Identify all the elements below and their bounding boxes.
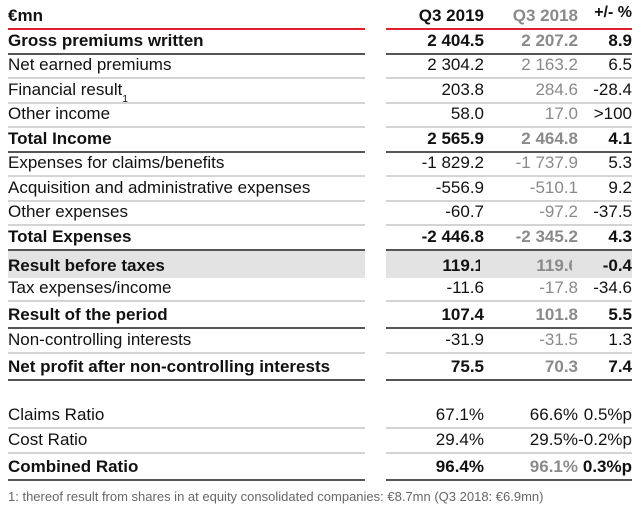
row-label: Non-controlling interests [8,329,365,354]
table-row-highlighted: Result before taxes 119.1 119.6 -0.4 [8,250,632,278]
unit-label: €mn [8,0,365,30]
value-change: -0.4 [572,250,632,278]
value-current: 119.1 [386,250,484,278]
col-header-q3-2018: Q3 2018 [480,0,578,30]
value-current: -556.9 [386,177,484,202]
ratio-prior: 66.6% [480,405,578,429]
value-prior: -31.5 [480,329,578,354]
value-prior: -510.1 [480,177,578,202]
value-current: 2 565.9 [386,128,484,153]
row-label: Other expenses [8,202,365,226]
table-row: Other expenses -60.7 -97.2 -37.5 [8,202,632,226]
table-header: €mn Q3 2019 Q3 2018 +/- % [8,0,632,30]
value-change: 4.3 [572,226,632,251]
spacer [8,381,632,405]
table-row: Other income 58.0 17.0 >100 [8,104,632,128]
row-label: Other income [8,104,365,128]
table-row: Result of the period 107.4 101.8 5.5 [8,302,632,329]
value-current: 107.4 [386,302,484,329]
value-change: 1.3 [572,329,632,354]
table-row: Financial result 1 203.8 284.6 -28.4 [8,79,632,104]
value-change: 5.5 [572,302,632,329]
ratio-prior: 29.5% [480,429,578,454]
row-label: Total Income [8,128,365,153]
ratio-change: -0.2%p [572,429,632,454]
col-header-change: +/- % [572,0,632,30]
value-change: >100 [572,104,632,128]
ratio-label: Combined Ratio [8,454,365,481]
row-label: Expenses for claims/benefits [8,153,365,177]
row-label: Net earned premiums [8,55,365,79]
value-current: 75.5 [386,354,484,381]
ratio-change: 0.5%p [572,405,632,429]
table-row: Tax expenses/income -11.6 -17.8 -34.6 [8,278,632,302]
row-label: Result before taxes [8,250,365,278]
table-row: Non-controlling interests -31.9 -31.5 1.… [8,329,632,354]
value-change: 9.2 [572,177,632,202]
value-prior: -97.2 [480,202,578,226]
table-row: Net earned premiums 2 304.2 2 163.2 6.5 [8,55,632,79]
value-current: 58.0 [386,104,484,128]
ratio-label: Cost Ratio [8,429,365,454]
value-change: -37.5 [572,202,632,226]
ratio-label: Claims Ratio [8,405,365,429]
row-label-text: Financial result [8,79,123,99]
ratio-current: 96.4% [386,454,484,481]
value-current: -2 446.8 [386,226,484,251]
ratio-current: 67.1% [386,405,484,429]
value-current: -31.9 [386,329,484,354]
value-change: -34.6 [572,278,632,302]
table-row: Net profit after non-controlling interes… [8,354,632,381]
value-prior: 2 163.2 [480,55,578,79]
table-row: Expenses for claims/benefits -1 829.2 -1… [8,153,632,177]
ratio-prior: 96.1% [480,454,578,481]
row-label: Tax expenses/income [8,278,365,302]
value-change: 7.4 [572,354,632,381]
value-prior: 284.6 [480,79,578,104]
table-row: Acquisition and administrative expenses … [8,177,632,202]
value-current: -11.6 [386,278,484,302]
row-label: Financial result 1 [8,79,365,104]
table-row: Gross premiums written 2 404.5 2 207.2 8… [8,30,632,55]
footnote: 1: thereof result from shares in at equi… [8,489,544,504]
row-label: Total Expenses [8,226,365,251]
ratio-row: Claims Ratio 67.1% 66.6% 0.5%p [8,405,632,429]
value-prior: 119.6 [480,250,578,278]
value-prior: 101.8 [480,302,578,329]
value-prior: 2 464.8 [480,128,578,153]
value-change: 8.9 [572,30,632,55]
value-current: 203.8 [386,79,484,104]
table-row: Total Income 2 565.9 2 464.8 4.1 [8,128,632,153]
value-current: -1 829.2 [386,153,484,177]
value-change: 6.5 [572,55,632,79]
value-change: -28.4 [572,79,632,104]
value-prior: 2 207.2 [480,30,578,55]
col-header-q3-2019: Q3 2019 [386,0,484,30]
ratio-row: Combined Ratio 96.4% 96.1% 0.3%p [8,454,632,481]
table-row: Total Expenses -2 446.8 -2 345.2 4.3 [8,226,632,251]
row-label: Result of the period [8,302,365,329]
row-label: Net profit after non-controlling interes… [8,354,365,381]
ratio-row: Cost Ratio 29.4% 29.5% -0.2%p [8,429,632,454]
row-label: Acquisition and administrative expenses [8,177,365,202]
value-prior: -1 737.9 [480,153,578,177]
value-prior: 17.0 [480,104,578,128]
ratio-current: 29.4% [386,429,484,454]
value-prior: 70.3 [480,354,578,381]
value-prior: -17.8 [480,278,578,302]
row-label: Gross premiums written [8,30,365,55]
value-current: 2 304.2 [386,55,484,79]
value-change: 5.3 [572,153,632,177]
value-prior: -2 345.2 [480,226,578,251]
value-change: 4.1 [572,128,632,153]
ratio-change: 0.3%p [572,454,632,481]
value-current: -60.7 [386,202,484,226]
value-current: 2 404.5 [386,30,484,55]
income-statement-table: €mn Q3 2019 Q3 2018 +/- % Gross premiums… [8,0,632,481]
